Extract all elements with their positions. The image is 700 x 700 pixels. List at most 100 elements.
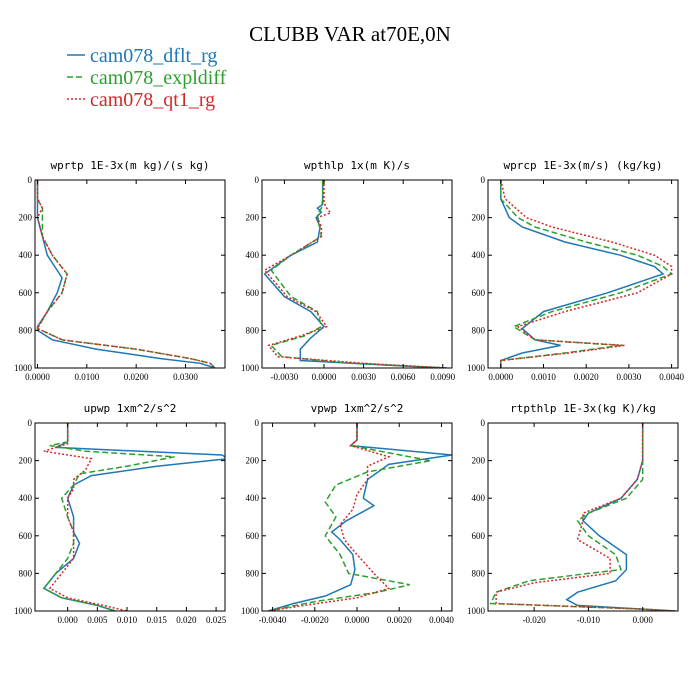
- subplot-title: wprtp 1E-3x(m kg)/(s kg): [51, 159, 210, 172]
- x-tick-label: 0.0100: [74, 372, 99, 382]
- x-tick-label: 0.000: [633, 615, 654, 625]
- y-tick-label: 0: [28, 418, 33, 428]
- legend-item: cam078_dflt_rg: [67, 45, 217, 67]
- x-tick-label: 0.0040: [659, 372, 684, 382]
- x-tick-label: 0.000: [58, 615, 79, 625]
- y-tick-label: 600: [19, 531, 33, 541]
- x-tick-label: 0.010: [117, 615, 138, 625]
- series-line: [268, 423, 432, 611]
- y-tick-label: 600: [472, 531, 486, 541]
- y-tick-label: 600: [246, 531, 260, 541]
- plot-frame: [261, 422, 453, 612]
- subplot: wprcp 1E-3x(m/s) (kg/kg) 0 200 400 600 800 100…: [467, 159, 684, 382]
- x-tick-label: 0.0010: [531, 372, 556, 382]
- x-tick-label: 0.0200: [124, 372, 149, 382]
- y-tick-label: 1000: [241, 606, 260, 616]
- series-line: [42, 423, 175, 611]
- plot-frame: [261, 179, 453, 369]
- x-tick-label: 0.015: [147, 615, 168, 625]
- y-tick-label: 1000: [241, 363, 260, 373]
- x-tick-label: 0.0040: [429, 615, 454, 625]
- legend-label: cam078_qt1_rg: [90, 89, 215, 111]
- y-tick-label: 800: [246, 568, 260, 578]
- x-tick-label: -0.0040: [259, 615, 287, 625]
- y-tick-label: 400: [472, 493, 486, 503]
- x-tick-label: 0.0030: [351, 372, 376, 382]
- subplot: upwp 1xm^2/s^2 0 200 400 600 800 1000 0.000 0.00…: [14, 402, 227, 625]
- y-tick-label: 800: [19, 568, 33, 578]
- x-tick-label: 0.0000: [312, 372, 337, 382]
- subplot-title: wprcp 1E-3x(m/s) (kg/kg): [504, 159, 663, 172]
- series-line: [269, 180, 447, 368]
- y-tick-label: 800: [472, 568, 486, 578]
- subplot: rtpthlp 1E-3x(kg K)/kg 0 200 400 600 800 1000 -…: [467, 402, 679, 625]
- x-tick-label: 0.0000: [25, 372, 50, 382]
- y-tick-label: 400: [246, 250, 260, 260]
- x-tick-label: -0.010: [577, 615, 601, 625]
- series-line: [500, 180, 665, 368]
- subplot-title: upwp 1xm^2/s^2: [84, 402, 177, 415]
- series-line: [42, 423, 225, 611]
- series-line: [43, 423, 128, 611]
- x-tick-label: 0.0060: [391, 372, 416, 382]
- series-line: [495, 423, 676, 611]
- figure-title: CLUBB VAR at70E,0N: [249, 22, 451, 46]
- y-tick-label: 0: [481, 175, 486, 185]
- y-tick-label: 1000: [14, 363, 33, 373]
- x-tick-label: 0.005: [87, 615, 108, 625]
- y-tick-label: 1000: [14, 606, 33, 616]
- series-line: [263, 180, 447, 368]
- y-tick-label: 400: [246, 493, 260, 503]
- plot-frame: [487, 422, 679, 612]
- y-tick-label: 400: [472, 250, 486, 260]
- series-line: [268, 423, 391, 611]
- subplots: wprtp 1E-3x(m kg)/(s kg) 0 200 400 600 800 100…: [14, 159, 684, 625]
- x-tick-label: 0.020: [176, 615, 197, 625]
- series-line: [268, 423, 452, 611]
- y-tick-label: 600: [472, 288, 486, 298]
- y-tick-label: 0: [255, 418, 260, 428]
- x-tick-label: 0.0000: [345, 615, 370, 625]
- subplot: wpthlp 1x(m K)/s 0 200 400 600 800 1000 -0.0030…: [241, 159, 456, 382]
- y-tick-label: 200: [246, 456, 260, 466]
- y-tick-label: 400: [19, 250, 33, 260]
- y-tick-label: 800: [246, 325, 260, 335]
- y-tick-label: 800: [19, 325, 33, 335]
- x-tick-label: 0.025: [206, 615, 227, 625]
- plot-frame: [487, 179, 679, 369]
- y-tick-label: 400: [19, 493, 33, 503]
- y-tick-label: 200: [472, 213, 486, 223]
- x-tick-label: 0.0090: [430, 372, 455, 382]
- y-tick-label: 0: [255, 175, 260, 185]
- series-line: [500, 180, 674, 368]
- subplot: wprtp 1E-3x(m kg)/(s kg) 0 200 400 600 800 100…: [14, 159, 226, 382]
- series-line: [500, 180, 673, 368]
- series-line: [36, 180, 216, 368]
- legend-item: cam078_expldiff: [67, 67, 227, 89]
- plot-frame: [34, 179, 226, 369]
- legend-label: cam078_expldiff: [90, 67, 227, 89]
- legend-label: cam078_dflt_rg: [90, 45, 217, 67]
- y-tick-label: 200: [472, 456, 486, 466]
- y-tick-label: 200: [246, 213, 260, 223]
- x-tick-label: 0.0300: [173, 372, 198, 382]
- subplot-title: vpwp 1xm^2/s^2: [311, 402, 404, 415]
- x-tick-label: 0.0000: [488, 372, 513, 382]
- x-tick-label: -0.020: [523, 615, 547, 625]
- subplot-title: wpthlp 1x(m K)/s: [304, 159, 410, 172]
- y-tick-label: 0: [481, 418, 486, 428]
- y-tick-label: 600: [246, 288, 260, 298]
- legend: cam078_dflt_rg cam078_expldiff cam078_qt…: [67, 45, 227, 111]
- x-tick-label: -0.0030: [271, 372, 299, 382]
- series-line: [489, 423, 676, 611]
- y-tick-label: 800: [472, 325, 486, 335]
- legend-item: cam078_qt1_rg: [67, 89, 215, 111]
- subplot: vpwp 1xm^2/s^2 0 200 400 600 800 1000-0.0040 -0…: [241, 402, 454, 625]
- plot-frame: [34, 422, 226, 612]
- x-tick-label: 0.0020: [574, 372, 599, 382]
- y-tick-label: 200: [19, 456, 33, 466]
- y-tick-label: 200: [19, 213, 33, 223]
- x-tick-label: 0.0030: [617, 372, 642, 382]
- subplot-title: rtpthlp 1E-3x(kg K)/kg: [510, 402, 656, 415]
